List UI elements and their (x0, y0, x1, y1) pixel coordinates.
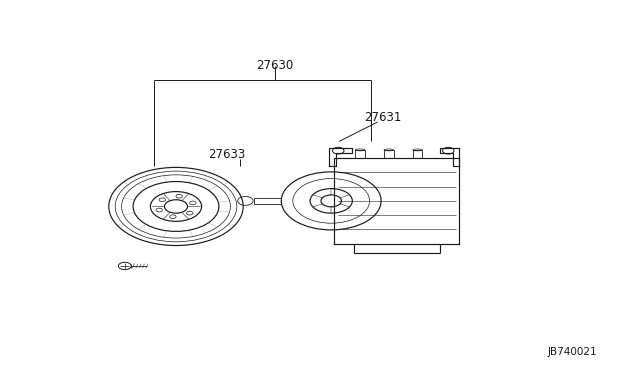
Text: 27633: 27633 (209, 148, 246, 161)
Text: JB740021: JB740021 (548, 347, 598, 356)
Text: 27631: 27631 (364, 111, 401, 124)
Text: 27630: 27630 (257, 59, 294, 71)
